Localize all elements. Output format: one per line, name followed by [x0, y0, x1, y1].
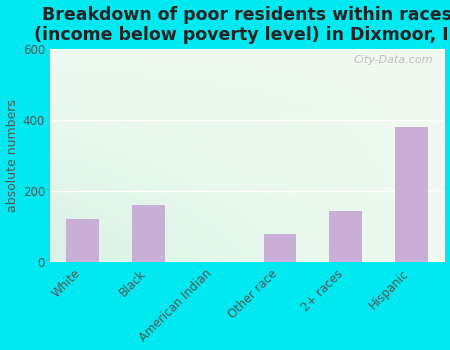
Bar — [329, 211, 362, 262]
Bar — [395, 127, 428, 262]
Text: City-Data.com: City-Data.com — [353, 55, 432, 65]
Title: Breakdown of poor residents within races
(income below poverty level) in Dixmoor: Breakdown of poor residents within races… — [34, 6, 450, 44]
Bar — [132, 205, 165, 262]
Bar — [264, 234, 297, 262]
Bar — [66, 219, 99, 262]
Y-axis label: absolute numbers: absolute numbers — [5, 99, 18, 212]
